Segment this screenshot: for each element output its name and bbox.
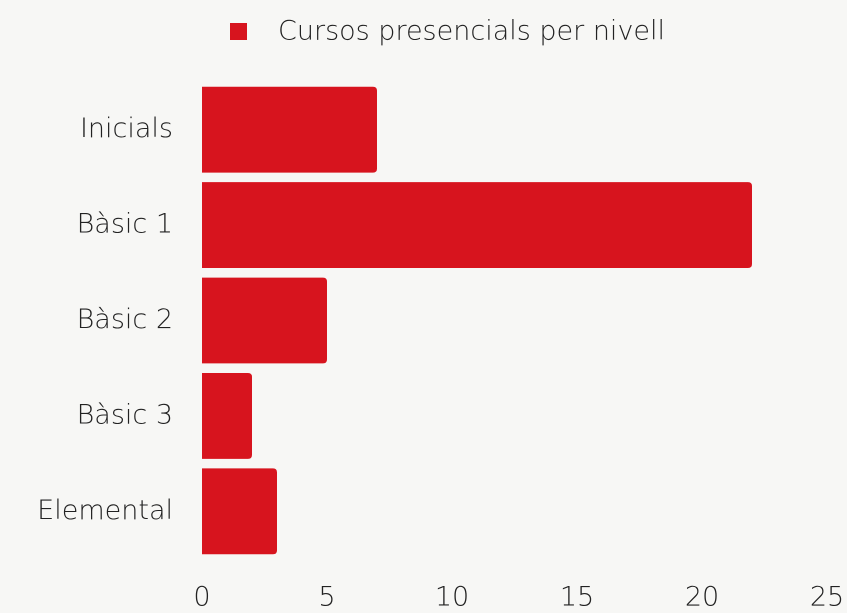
x-tick-label: 10 <box>435 582 469 613</box>
x-tick-label: 5 <box>318 582 335 613</box>
y-tick-label: Bàsic 2 <box>77 304 173 335</box>
bar <box>202 372 252 459</box>
x-tick-label: 0 <box>193 582 210 613</box>
bar <box>202 468 277 555</box>
bar <box>202 182 752 269</box>
y-tick-label: Bàsic 3 <box>77 399 173 430</box>
y-tick-label: Inicials <box>80 113 173 144</box>
bar <box>202 86 377 173</box>
legend-swatch <box>230 23 247 40</box>
bar <box>202 277 327 364</box>
legend-label: Cursos presencials per nivell <box>278 16 665 47</box>
y-tick-label: Bàsic 1 <box>77 209 173 240</box>
x-tick-label: 15 <box>560 582 594 613</box>
x-tick-label: 25 <box>810 582 844 613</box>
y-tick-label: Elemental <box>37 495 173 526</box>
x-tick-label: 20 <box>685 582 719 613</box>
